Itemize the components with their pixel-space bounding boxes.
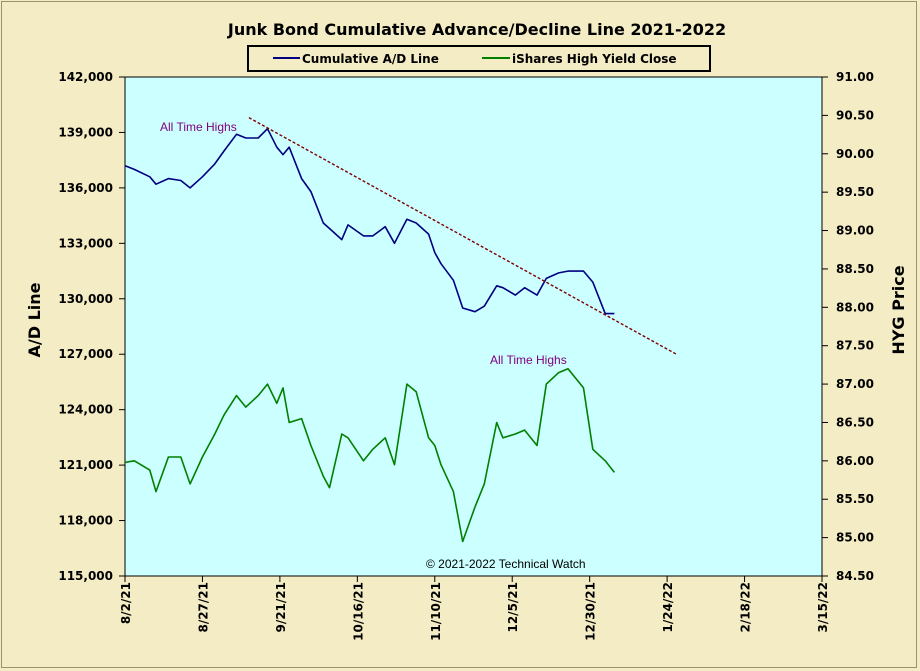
left-tick-label: 139,000: [58, 125, 113, 139]
right-tick-label: 85.50: [836, 492, 874, 506]
left-tick-label: 115,000: [58, 569, 113, 583]
x-tick-label: 3/15/22: [816, 582, 830, 633]
right-axis-title: HYG Price: [889, 265, 908, 354]
left-axis: 142,000 139,000 136,000 133,000 130,000 127,0…: [58, 70, 125, 583]
copyright-text: © 2021-2022 Technical Watch: [426, 557, 586, 571]
right-tick-label: 86.00: [836, 454, 874, 468]
right-tick-label: 87.50: [836, 339, 874, 353]
left-tick-label: 118,000: [58, 514, 113, 528]
right-tick-label: 90.50: [836, 108, 874, 122]
left-tick-label: 142,000: [58, 70, 113, 84]
left-tick-label: 130,000: [58, 292, 113, 306]
x-tick-label: 12/30/21: [584, 582, 598, 641]
annotation-ad-highs: All Time Highs: [160, 120, 237, 134]
x-axis: 8/2/21 8/27/21 9/21/21 10/16/21 11/10/21 12/5…: [119, 576, 830, 641]
x-tick-label: 11/10/21: [429, 582, 443, 641]
right-tick-label: 88.50: [836, 262, 874, 276]
right-tick-label: 85.00: [836, 531, 874, 545]
right-tick-label: 89.00: [836, 224, 874, 238]
x-tick-label: 8/27/21: [196, 582, 210, 633]
plot-area: [124, 76, 823, 577]
right-axis: 91.00 90.50 90.00 89.50 89.00 88.50 88.00 87.50…: [822, 70, 874, 583]
legend-label-ad: Cumulative A/D Line: [302, 52, 439, 66]
right-tick-label: 86.50: [836, 415, 874, 429]
ad-line-series: [124, 127, 615, 315]
left-axis-title: A/D Line: [25, 282, 44, 357]
left-tick-label: 127,000: [58, 347, 113, 361]
x-tick-label: 12/5/21: [506, 582, 520, 633]
annotation-hyg-highs: All Time Highs: [490, 353, 567, 367]
left-tick-label: 121,000: [58, 458, 113, 472]
x-tick-label: 9/21/21: [274, 582, 288, 633]
right-tick-label: 89.50: [836, 185, 874, 199]
right-tick-label: 84.50: [836, 569, 874, 583]
chart-title: Junk Bond Cumulative Advance/Decline Lin…: [227, 20, 726, 39]
resistance-trendline: [248, 117, 677, 355]
legend-box: [247, 45, 711, 72]
right-tick-label: 90.00: [836, 147, 874, 161]
legend: Cumulative A/D Line iShares High Yield C…: [247, 45, 711, 72]
legend-label-hyg: iShares High Yield Close: [512, 52, 677, 66]
left-tick-label: 133,000: [58, 236, 113, 250]
x-tick-label: 2/18/22: [739, 582, 753, 633]
x-tick-label: 10/16/21: [351, 582, 365, 641]
x-tick-label: 1/24/22: [661, 582, 675, 633]
x-tick-label: 8/2/21: [119, 582, 133, 624]
left-tick-label: 136,000: [58, 181, 113, 195]
right-tick-label: 91.00: [836, 70, 874, 84]
right-tick-label: 87.00: [836, 377, 874, 391]
series-layer: [124, 117, 677, 543]
left-tick-label: 124,000: [58, 403, 113, 417]
hyg-close-series: [124, 367, 616, 543]
right-tick-label: 88.00: [836, 300, 874, 314]
